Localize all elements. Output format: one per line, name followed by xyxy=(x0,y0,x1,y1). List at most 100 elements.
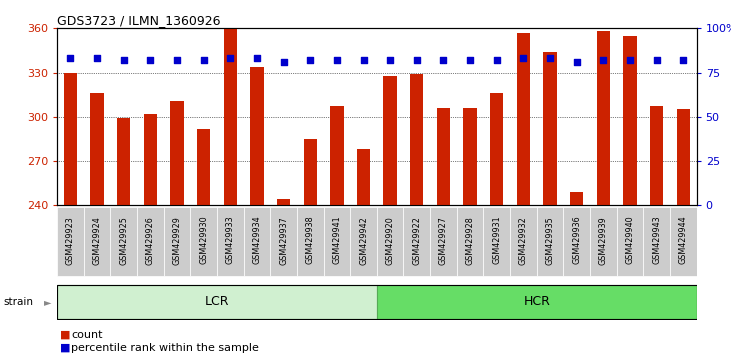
Bar xyxy=(170,101,183,205)
Text: GSM429929: GSM429929 xyxy=(173,216,181,264)
Bar xyxy=(410,74,423,205)
Bar xyxy=(483,207,510,276)
Bar xyxy=(57,285,376,319)
Bar xyxy=(270,207,297,276)
Text: GSM429935: GSM429935 xyxy=(545,216,555,264)
Point xyxy=(331,57,343,63)
Text: GSM429942: GSM429942 xyxy=(359,216,368,264)
Text: GDS3723 / ILMN_1360926: GDS3723 / ILMN_1360926 xyxy=(57,14,221,27)
Point xyxy=(571,59,583,65)
Text: GSM429930: GSM429930 xyxy=(199,216,208,264)
Text: GSM429928: GSM429928 xyxy=(466,216,474,264)
Point xyxy=(464,57,476,63)
Bar xyxy=(243,207,270,276)
Bar xyxy=(330,107,344,205)
Point xyxy=(597,57,609,63)
Point xyxy=(544,56,556,61)
Text: GSM429926: GSM429926 xyxy=(145,216,155,264)
Point xyxy=(64,56,76,61)
Text: GSM429936: GSM429936 xyxy=(572,216,581,264)
Point xyxy=(518,56,529,61)
Bar xyxy=(543,52,557,205)
Bar xyxy=(437,108,450,205)
Bar xyxy=(64,73,77,205)
Bar xyxy=(137,207,164,276)
Bar xyxy=(617,207,643,276)
Point xyxy=(438,57,450,63)
Text: GSM429944: GSM429944 xyxy=(679,216,688,264)
Bar xyxy=(430,207,457,276)
Bar xyxy=(564,207,590,276)
Text: GSM429938: GSM429938 xyxy=(306,216,315,264)
Bar xyxy=(650,107,663,205)
Bar xyxy=(350,207,377,276)
Bar xyxy=(83,207,110,276)
Text: GSM429920: GSM429920 xyxy=(386,216,395,264)
Text: GSM429923: GSM429923 xyxy=(66,216,75,264)
Bar xyxy=(643,207,670,276)
Point xyxy=(251,56,262,61)
Bar xyxy=(197,129,211,205)
Bar xyxy=(91,93,104,205)
Point xyxy=(651,57,662,63)
Point xyxy=(118,57,129,63)
Bar xyxy=(670,207,697,276)
Bar xyxy=(537,207,564,276)
Bar xyxy=(677,109,690,205)
Point xyxy=(304,57,316,63)
Text: percentile rank within the sample: percentile rank within the sample xyxy=(71,343,259,353)
Text: GSM429943: GSM429943 xyxy=(652,216,661,264)
Bar xyxy=(624,36,637,205)
Text: strain: strain xyxy=(4,297,34,307)
Point xyxy=(678,57,689,63)
Text: GSM429925: GSM429925 xyxy=(119,216,128,264)
Text: GSM429937: GSM429937 xyxy=(279,216,288,264)
Point xyxy=(357,57,369,63)
Bar xyxy=(376,285,697,319)
Bar xyxy=(217,207,243,276)
Bar xyxy=(297,207,324,276)
Text: GSM429940: GSM429940 xyxy=(626,216,635,264)
Text: GSM429922: GSM429922 xyxy=(412,216,421,264)
Point xyxy=(411,57,423,63)
Bar xyxy=(570,192,583,205)
Bar xyxy=(250,67,264,205)
Bar xyxy=(277,199,290,205)
Bar xyxy=(590,207,617,276)
Point xyxy=(224,56,236,61)
Text: GSM429924: GSM429924 xyxy=(93,216,102,264)
Point xyxy=(198,57,210,63)
Point xyxy=(278,59,289,65)
Point xyxy=(145,57,156,63)
Point xyxy=(91,56,103,61)
Text: count: count xyxy=(71,330,102,339)
Bar xyxy=(404,207,430,276)
Point xyxy=(624,57,636,63)
Text: HCR: HCR xyxy=(523,295,550,308)
Text: GSM429939: GSM429939 xyxy=(599,216,608,264)
Bar xyxy=(110,207,137,276)
Bar xyxy=(463,108,477,205)
Bar xyxy=(57,207,83,276)
Bar xyxy=(164,207,190,276)
Text: GSM429931: GSM429931 xyxy=(492,216,501,264)
Bar xyxy=(517,33,530,205)
Bar xyxy=(303,139,317,205)
Point xyxy=(171,57,183,63)
Bar xyxy=(117,118,130,205)
Point xyxy=(491,57,503,63)
Text: GSM429927: GSM429927 xyxy=(439,216,448,264)
Bar xyxy=(457,207,483,276)
Text: ■: ■ xyxy=(60,330,70,339)
Text: ►: ► xyxy=(44,297,51,307)
Bar xyxy=(510,207,537,276)
Bar xyxy=(357,149,370,205)
Bar xyxy=(190,207,217,276)
Bar xyxy=(596,31,610,205)
Text: GSM429934: GSM429934 xyxy=(252,216,262,264)
Text: GSM429941: GSM429941 xyxy=(333,216,341,264)
Text: ■: ■ xyxy=(60,343,70,353)
Bar xyxy=(384,75,397,205)
Bar xyxy=(324,207,350,276)
Text: GSM429932: GSM429932 xyxy=(519,216,528,264)
